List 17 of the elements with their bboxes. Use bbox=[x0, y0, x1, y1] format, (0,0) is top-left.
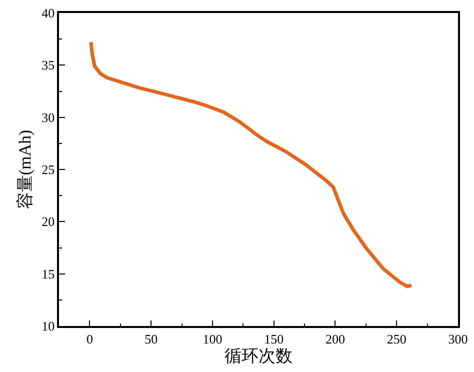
x-axis-title: 循环次数 bbox=[224, 346, 292, 366]
y-tick-label: 15 bbox=[42, 266, 55, 282]
x-tick-label: 300 bbox=[448, 331, 468, 346]
y-tick-label: 35 bbox=[42, 58, 55, 73]
x-tick-label: 150 bbox=[264, 331, 284, 346]
y-axis-title: 容量(mAh) bbox=[16, 130, 35, 210]
y-tick-label: 30 bbox=[42, 110, 55, 125]
y-tick-label: 20 bbox=[42, 214, 55, 230]
line-series bbox=[89, 40, 414, 288]
x-tick-label: 50 bbox=[144, 331, 158, 346]
y-tick-label: 10 bbox=[42, 318, 55, 334]
y-tick-label: 25 bbox=[42, 162, 55, 178]
x-tick-label: 200 bbox=[325, 331, 345, 346]
x-tick-label: 250 bbox=[386, 331, 406, 346]
x-tick-label: 100 bbox=[202, 331, 222, 346]
x-tick-label: 0 bbox=[86, 331, 93, 346]
y-tick-label: 40 bbox=[42, 6, 55, 21]
